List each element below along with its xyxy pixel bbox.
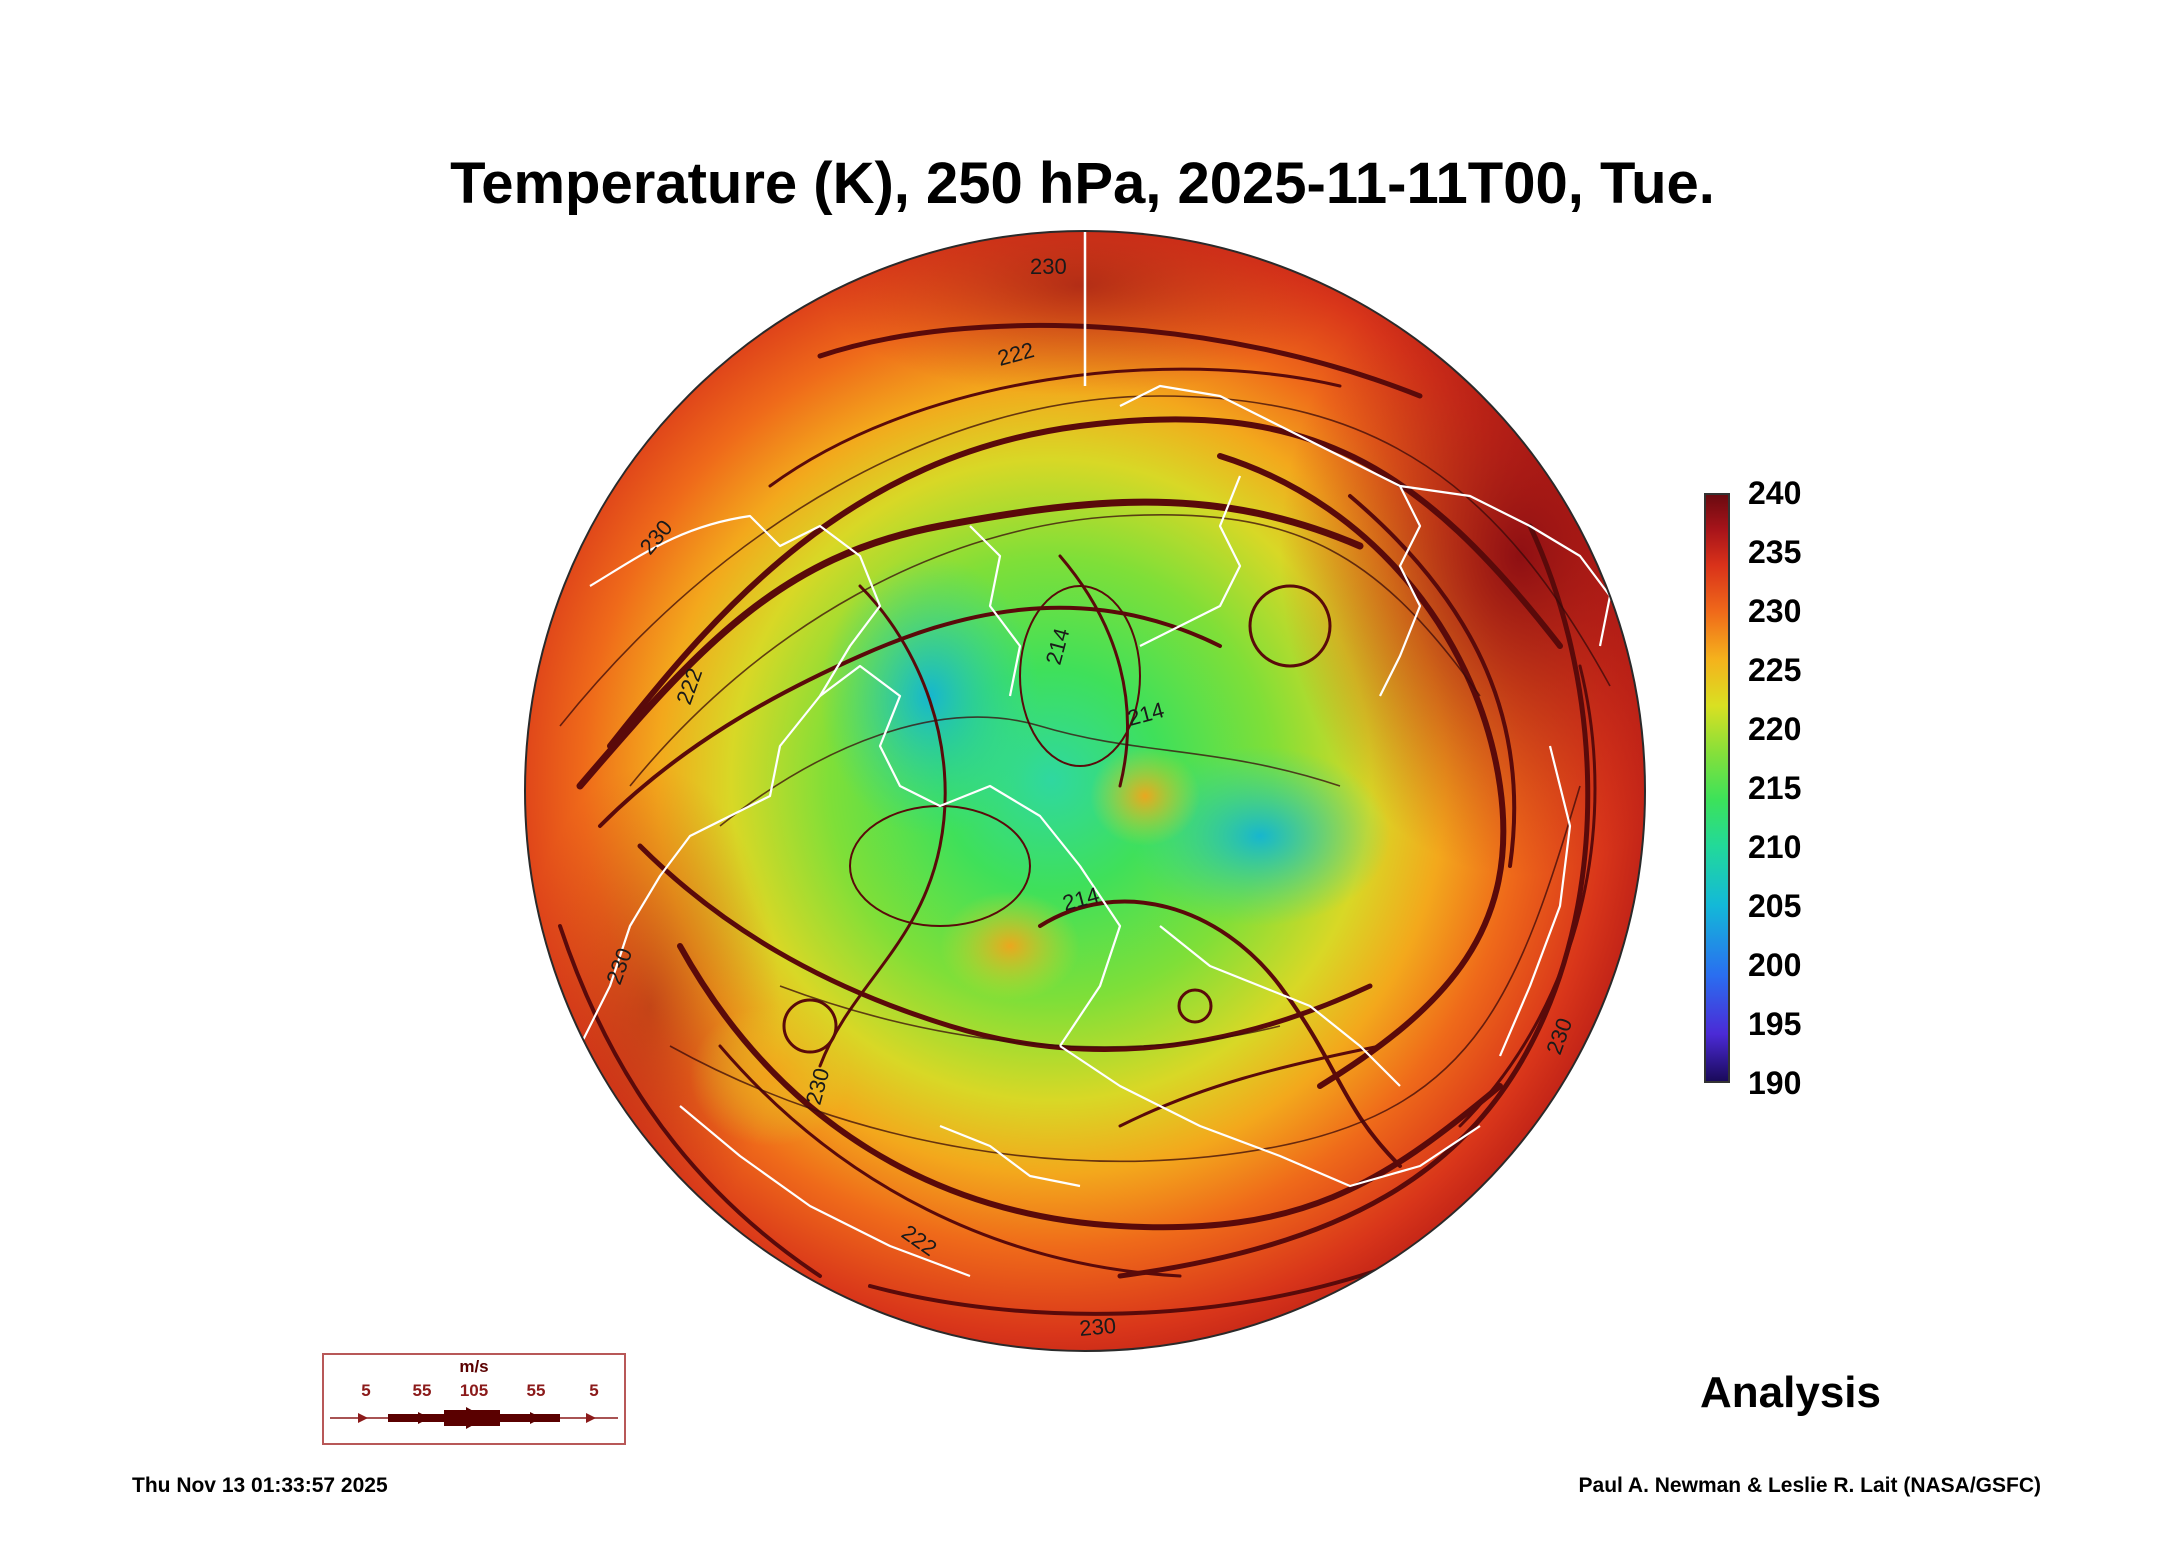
colorbar-tick-label: 220 (1748, 711, 1802, 747)
credit: Paul A. Newman & Leslie R. Lait (NASA/GS… (1578, 1474, 2041, 1497)
contour-label: 230 (1078, 1313, 1117, 1341)
arrow-icon (530, 1412, 542, 1424)
colorbar-tick-label: 230 (1748, 593, 1802, 629)
legend-label: 5 (589, 1381, 599, 1400)
legend-label: 55 (526, 1381, 546, 1400)
colorbar-tick-label: 225 (1748, 652, 1802, 688)
colorbar-tick-label: 240 (1748, 475, 1802, 511)
wind-scale-bar (330, 1407, 618, 1429)
legend-unit: m/s (459, 1357, 489, 1376)
arrow-icon (418, 1412, 430, 1424)
contour-label: 230 (1030, 254, 1067, 279)
colorbar-tick-label: 190 (1748, 1065, 1802, 1101)
colorbar-tick-label: 200 (1748, 947, 1802, 983)
warm-pocket-1 (940, 891, 1080, 1001)
map-border (524, 230, 1646, 1352)
warm-region-west (525, 766, 780, 1246)
chart-title: Temperature (K), 250 hPa, 2025-11-11T00,… (450, 151, 1715, 216)
colorbar-tick-label: 235 (1748, 534, 1802, 570)
legend-label: 105 (459, 1381, 489, 1400)
colorbar-tick-label: 205 (1748, 888, 1802, 924)
colorbar-tick-label: 215 (1748, 770, 1802, 806)
polar-map: 230 222 230 222 214 214 214 230 230 222 … (520, 226, 1650, 1356)
coastlines (579, 384, 1612, 1278)
arrow-icon (586, 1413, 596, 1423)
temperature-map-svg: 230 222 230 222 214 214 214 230 230 222 … (524, 230, 1646, 1352)
warm-pocket-3 (690, 1006, 850, 1146)
wind-speed-legend: m/s 5 55 105 55 5 (322, 1353, 626, 1445)
legend-label: 55 (412, 1381, 432, 1400)
isotherms (559, 395, 1611, 1163)
cold-region-1 (820, 556, 1040, 836)
analysis-label: Analysis (1700, 1368, 1881, 1417)
temperature-colorbar (1704, 493, 1730, 1083)
colorbar-tick-label: 195 (1748, 1006, 1802, 1042)
warm-pocket-2 (1090, 746, 1200, 846)
arrow-icon (358, 1413, 368, 1423)
timestamp: Thu Nov 13 01:33:57 2025 (132, 1474, 388, 1497)
legend-label: 5 (361, 1381, 371, 1400)
colorbar-tick-label: 210 (1748, 829, 1802, 865)
arrow-icon (466, 1407, 486, 1429)
wind-streamlines (558, 322, 1597, 1316)
